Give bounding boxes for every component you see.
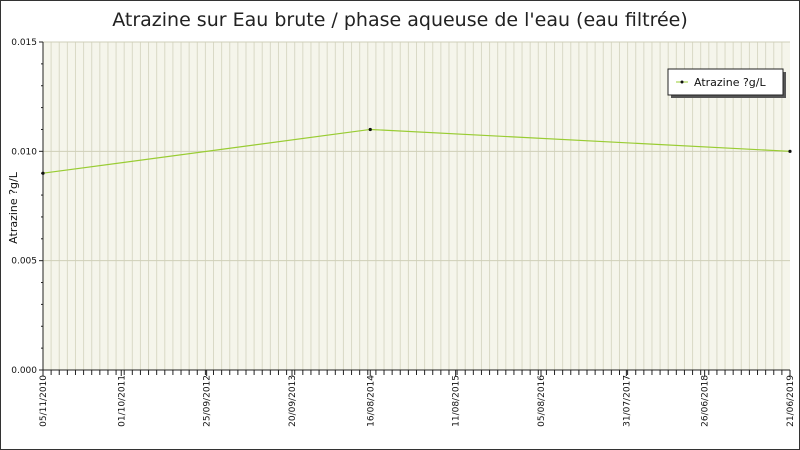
x-tick-label: 05/08/2016 — [537, 375, 547, 427]
data-point — [41, 171, 45, 175]
x-tick-label: 21/06/2019 — [786, 375, 796, 427]
x-tick-label: 26/06/2018 — [701, 375, 711, 427]
plot-area: 0.000 0.005 0.010 0.015 05/11/2010 01/10/2011… — [11, 38, 796, 427]
x-tick-label: 01/10/2011 — [117, 375, 127, 427]
chart-title: Atrazine sur Eau brute / phase aqueuse d… — [112, 9, 688, 31]
y-tick-label: 0.005 — [11, 257, 37, 267]
x-tick-label: 16/08/2014 — [366, 375, 376, 427]
data-point — [788, 149, 792, 153]
x-tick-label: 31/07/2017 — [622, 375, 632, 427]
data-point — [368, 127, 372, 132]
y-tick-label: 0.015 — [11, 38, 37, 48]
y-axis-label: Atrazine ?g/L — [7, 171, 20, 244]
x-tick-label: 05/11/2010 — [39, 375, 49, 427]
legend: Atrazine ?g/L — [667, 68, 786, 98]
x-tick-label: 20/09/2013 — [288, 375, 298, 427]
x-tick-label: 25/09/2012 — [203, 375, 213, 427]
y-tick-label: 0.000 — [11, 366, 37, 376]
legend-series-label: Atrazine ?g/L — [694, 76, 767, 89]
y-tick-label: 0.010 — [11, 147, 37, 157]
x-tick-label: 11/08/2015 — [452, 375, 462, 427]
legend-marker — [680, 80, 684, 84]
